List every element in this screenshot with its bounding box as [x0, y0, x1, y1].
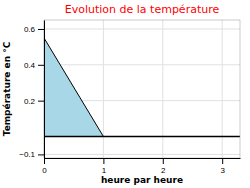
y-axis-title: Température en °C	[2, 41, 12, 136]
grid-line-y	[44, 28, 240, 29]
x-axis-line	[45, 158, 241, 159]
x-tick-label: 2	[161, 166, 166, 175]
grid	[44, 20, 240, 158]
y-tick: 0.2	[24, 97, 44, 106]
area	[44, 38, 103, 137]
grid-line-y	[44, 64, 240, 65]
y-tick-mark	[38, 101, 44, 102]
y-tick-label: −0.1	[19, 150, 35, 159]
line	[44, 38, 103, 137]
y-tick-mark	[38, 65, 44, 66]
y-tick: 0.4	[24, 61, 44, 70]
y-tick-label: 0.2	[24, 97, 36, 106]
grid-line-x	[103, 20, 104, 158]
baseline	[44, 136, 240, 138]
grid-line-x	[162, 20, 163, 158]
chart: 0 1 2 3 −0.1 0.2 0.4 0.6 Evolution de la tempéra…	[0, 0, 250, 188]
x-tick-mark	[103, 158, 104, 164]
y-axis-line	[44, 21, 45, 159]
y-tick-mark	[38, 29, 44, 30]
marks	[44, 38, 240, 137]
x-tick-mark	[44, 158, 45, 164]
grid-line-x	[222, 20, 223, 158]
x-tick-mark	[222, 158, 223, 164]
y-tick-label: 0.4	[24, 61, 36, 70]
y-tick-mark	[38, 154, 44, 155]
x-tick: 3	[220, 158, 225, 175]
y-tick: 0.6	[24, 25, 44, 34]
x-axis: 0 1 2 3	[42, 158, 240, 175]
x-tick-label: 3	[220, 166, 225, 175]
grid-line-x	[44, 20, 45, 158]
plot: 0 1 2 3 −0.1 0.2 0.4 0.6	[19, 20, 240, 175]
grid-line-y	[44, 154, 240, 155]
x-tick: 1	[102, 158, 107, 175]
x-tick: 2	[161, 158, 166, 175]
x-tick-mark	[163, 158, 164, 164]
frame	[44, 20, 240, 158]
y-axis: −0.1 0.2 0.4 0.6	[19, 21, 44, 160]
x-axis-title: heure par heure	[101, 175, 183, 185]
x-tick: 0	[42, 158, 47, 175]
x-tick-label: 1	[102, 166, 107, 175]
y-tick-label: 0.6	[24, 25, 36, 34]
title: Evolution de la température	[65, 3, 220, 16]
x-tick-label: 0	[42, 166, 47, 175]
y-tick: −0.1	[19, 150, 44, 159]
